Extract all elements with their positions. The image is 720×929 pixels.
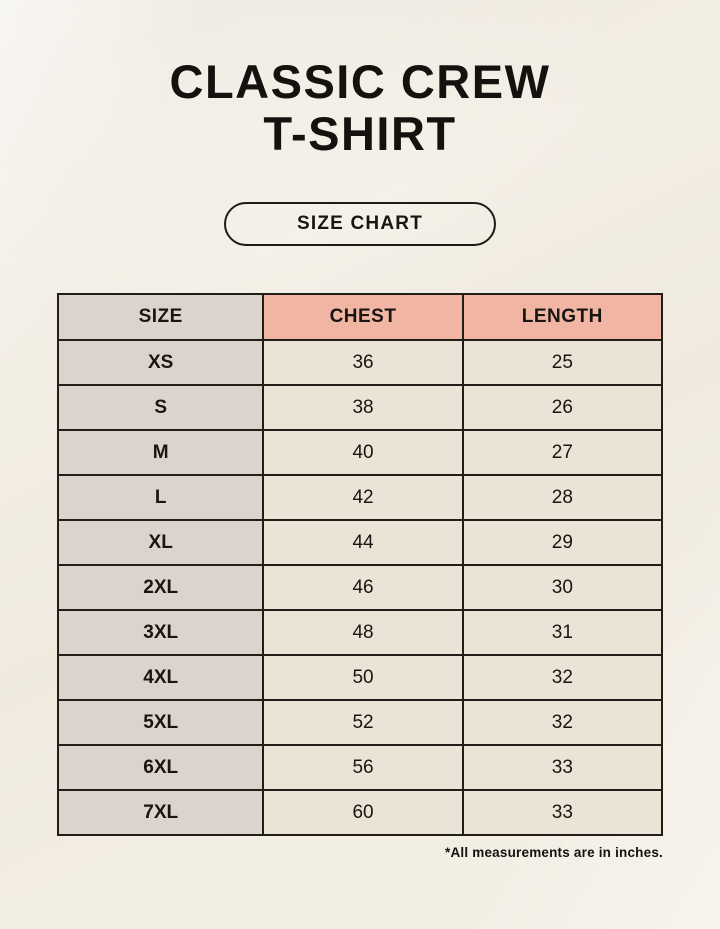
page-title: CLASSIC CREW T-SHIRT [170,56,551,159]
chest-cell: 60 [262,789,464,837]
table-row: 3XL 48 31 [56,609,664,657]
table-row: 6XL 56 33 [56,744,664,792]
size-cell: 7XL [56,789,265,837]
length-cell: 30 [461,564,664,612]
length-cell: 33 [461,789,664,837]
table-row: XL 44 29 [56,519,664,567]
size-cell: S [56,384,265,432]
size-cell: 2XL [56,564,265,612]
size-chart-badge-label: SIZE CHART [297,213,423,235]
size-cell: 6XL [56,744,265,792]
chest-cell: 50 [262,654,464,702]
length-cell: 28 [461,474,664,522]
column-header-length: LENGTH [461,293,664,342]
size-table: SIZE CHEST LENGTH XS 36 25 S 38 26 M 40 27 L 42 28 X… [56,293,664,837]
size-cell: M [56,429,265,477]
page-title-line1: CLASSIC CREW [169,55,551,108]
size-cell: 4XL [56,654,265,702]
size-cell: XL [56,519,265,567]
column-header-chest: CHEST [262,293,464,342]
measurements-footnote: *All measurements are in inches. [445,845,663,861]
length-cell: 29 [461,519,664,567]
length-cell: 27 [461,429,664,477]
length-cell: 32 [461,699,664,747]
chest-cell: 38 [262,384,464,432]
chest-cell: 36 [262,339,464,387]
size-table-header: SIZE CHEST LENGTH [56,293,664,342]
size-cell: 5XL [56,699,265,747]
size-cell: XS [56,339,265,387]
table-row: 7XL 60 33 [56,789,664,837]
table-row: 2XL 46 30 [56,564,664,612]
table-row: XS 36 25 [56,339,664,387]
table-row: L 42 28 [56,474,664,522]
length-cell: 33 [461,744,664,792]
size-cell: 3XL [56,609,265,657]
size-chart-badge: SIZE CHART [224,202,496,247]
table-row: 5XL 52 32 [56,699,664,747]
chest-cell: 44 [262,519,464,567]
size-cell: L [56,474,265,522]
table-row: S 38 26 [56,384,664,432]
chest-cell: 52 [262,699,464,747]
length-cell: 26 [461,384,664,432]
column-header-size: SIZE [56,293,265,342]
table-row: 4XL 50 32 [56,654,664,702]
chest-cell: 42 [262,474,464,522]
length-cell: 32 [461,654,664,702]
page-title-line2: T-SHIRT [263,106,457,160]
chest-cell: 56 [262,744,464,792]
length-cell: 31 [461,609,664,657]
table-row: M 40 27 [56,429,664,477]
chest-cell: 48 [262,609,464,657]
size-table-body: XS 36 25 S 38 26 M 40 27 L 42 28 XL 44 29 2XL 46 30 3XL 48 3… [56,339,664,837]
chest-cell: 46 [262,564,464,612]
length-cell: 25 [461,339,664,387]
chest-cell: 40 [262,429,464,477]
header-row: SIZE CHEST LENGTH [56,293,664,342]
